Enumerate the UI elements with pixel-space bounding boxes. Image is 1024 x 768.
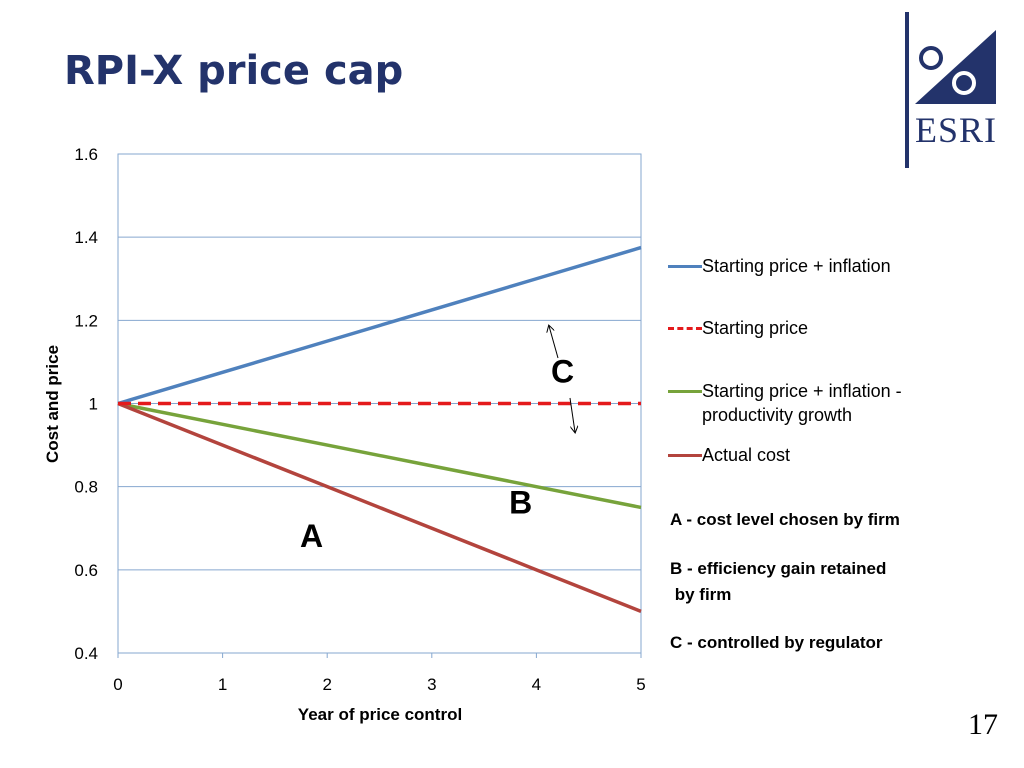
y-axis-label: Cost and price xyxy=(43,345,62,463)
y-tick-label: 0.8 xyxy=(74,478,98,497)
x-tick-label: 1 xyxy=(218,675,227,694)
y-tick-label: 1 xyxy=(89,395,98,414)
legend-swatch xyxy=(668,454,702,457)
series-lines xyxy=(117,245,642,614)
series-line-0 xyxy=(117,245,642,406)
legend-item-2: Starting price + inflation - productivit… xyxy=(668,379,902,427)
x-tick-label: 2 xyxy=(322,675,331,694)
y-tick-label: 1.2 xyxy=(74,311,98,330)
x-tick-label: 3 xyxy=(427,675,436,694)
legend-swatch xyxy=(668,265,702,268)
x-tick-label: 4 xyxy=(532,675,541,694)
legend-label: Starting price + inflation - productivit… xyxy=(702,381,902,425)
x-tick-labels: 0 1 2 3 4 5 xyxy=(113,653,646,694)
legend-label: Actual cost xyxy=(702,445,791,465)
note-a: A - cost level chosen by firm xyxy=(670,510,900,529)
series-line-3 xyxy=(117,401,642,614)
arrow-down xyxy=(569,397,575,432)
x-tick-label: 0 xyxy=(113,675,122,694)
logo-triangle xyxy=(915,30,996,104)
esri-logo: ESRI xyxy=(905,12,997,168)
legend-label: Starting price + inflation xyxy=(702,256,891,276)
series-line-2 xyxy=(117,401,642,510)
y-tick-label: 1.6 xyxy=(74,145,98,164)
y-tick-label: 0.6 xyxy=(74,561,98,580)
note-b: B - efficiency gain retained by firm xyxy=(670,559,887,604)
logo-vertical-bar xyxy=(905,12,909,168)
annotations: A B C xyxy=(300,354,574,554)
y-tick-label: 0.4 xyxy=(74,644,98,663)
x-tick-label: 5 xyxy=(636,675,645,694)
legend-item-0: Starting price + inflation xyxy=(668,254,891,278)
legend-item-3: Actual cost xyxy=(668,443,790,467)
slide-title: RPI-X price cap xyxy=(64,48,404,94)
annotation-a: A xyxy=(300,518,323,554)
arrow-up xyxy=(549,326,559,359)
x-axis-label: Year of price control xyxy=(298,705,462,724)
legend-swatch xyxy=(668,327,702,330)
legend-swatch xyxy=(668,390,702,393)
legend-label: Starting price xyxy=(702,318,809,338)
annotation-b: B xyxy=(509,485,532,521)
note-c: C - controlled by regulator xyxy=(670,633,883,652)
page-number: 17 xyxy=(968,708,998,741)
logo-ring-left xyxy=(919,46,943,70)
y-tick-labels: 0.4 0.6 0.8 1 1.2 1.4 1.6 xyxy=(74,145,98,663)
y-tick-label: 1.4 xyxy=(74,228,98,247)
logo-text: ESRI xyxy=(915,110,997,150)
logo-ring-right xyxy=(952,71,976,95)
annotation-c: C xyxy=(551,354,574,390)
legend-item-1: Starting price xyxy=(668,316,808,340)
